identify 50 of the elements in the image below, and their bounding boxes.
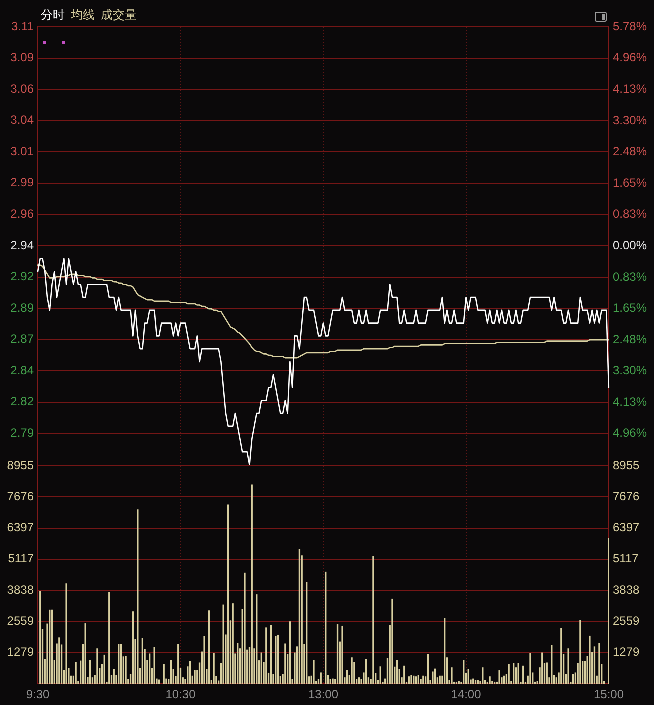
y2-tick-label: 3.30% xyxy=(613,113,648,128)
y-tick-label: 1279 xyxy=(7,645,34,660)
y2-tick-label: 5.78% xyxy=(613,19,648,34)
y2-tick-label: 2559 xyxy=(613,614,640,628)
y-tick-label: 8955 xyxy=(7,458,34,472)
y2-tick-label: 7676 xyxy=(613,489,640,504)
text: 分时 xyxy=(41,8,65,23)
y2-tick-label: 4.96% xyxy=(613,426,648,440)
y-tick-label: 3.11 xyxy=(12,19,34,34)
y2-tick-label: 1.65% xyxy=(613,176,648,190)
y-tick-label: 5117 xyxy=(8,552,34,566)
text: 成交量 xyxy=(101,8,137,23)
y-tick-label: 6397 xyxy=(7,520,34,535)
y-tick-label: 3.01 xyxy=(10,144,34,158)
y2-tick-label: 4.13% xyxy=(613,82,648,96)
x-tick-label: 13:00 xyxy=(308,688,339,702)
y2-tick-label: 0.83% xyxy=(613,206,648,221)
y2-tick-label: 0.00% xyxy=(613,238,648,252)
y2-tick-label: 2.48% xyxy=(613,144,648,158)
y2-tick-label: 5117 xyxy=(613,552,640,566)
y-tick-label: 2.87 xyxy=(10,332,34,346)
x-tick-label: 10:30 xyxy=(166,688,196,702)
y2-tick-label: 4.13% xyxy=(613,394,648,409)
y-tick-label: 3.04 xyxy=(10,113,34,128)
y-tick-label: 2.92 xyxy=(10,270,34,284)
y2-tick-label: 8955 xyxy=(613,458,640,472)
y-tick-label: 3.09 xyxy=(10,50,34,65)
y2-tick-label: 0.83% xyxy=(613,270,648,284)
y-tick-label: 2.89 xyxy=(10,300,34,315)
y-tick-label: 2.82 xyxy=(10,394,34,409)
x-tick-label: 14:00 xyxy=(451,688,482,702)
y-tick-label: 2.99 xyxy=(10,176,34,190)
y-tick-label: 3.06 xyxy=(10,82,34,96)
y2-tick-label: 3838 xyxy=(613,582,640,597)
y-tick-label: 2.79 xyxy=(10,426,34,440)
y2-tick-label: 1.65% xyxy=(613,300,648,315)
x-tick-label: 9:30 xyxy=(26,688,50,702)
x-tick-label: 15:00 xyxy=(594,688,624,702)
y-tick-label: 2559 xyxy=(7,614,34,628)
text: 均线 xyxy=(71,8,95,23)
y2-tick-label: 6397 xyxy=(613,520,640,535)
y2-tick-label: 1279 xyxy=(613,645,640,660)
y2-tick-label: 2.48% xyxy=(613,332,648,346)
y-tick-label: 7676 xyxy=(7,489,34,504)
y-tick-label: 3838 xyxy=(7,582,34,597)
y-tick-label: 2.94 xyxy=(10,238,34,252)
y-tick-label: 2.84 xyxy=(10,363,34,378)
y2-tick-label: 3.30% xyxy=(613,363,648,378)
y-tick-label: 2.96 xyxy=(10,207,34,222)
y2-tick-label: 4.96% xyxy=(613,50,648,64)
